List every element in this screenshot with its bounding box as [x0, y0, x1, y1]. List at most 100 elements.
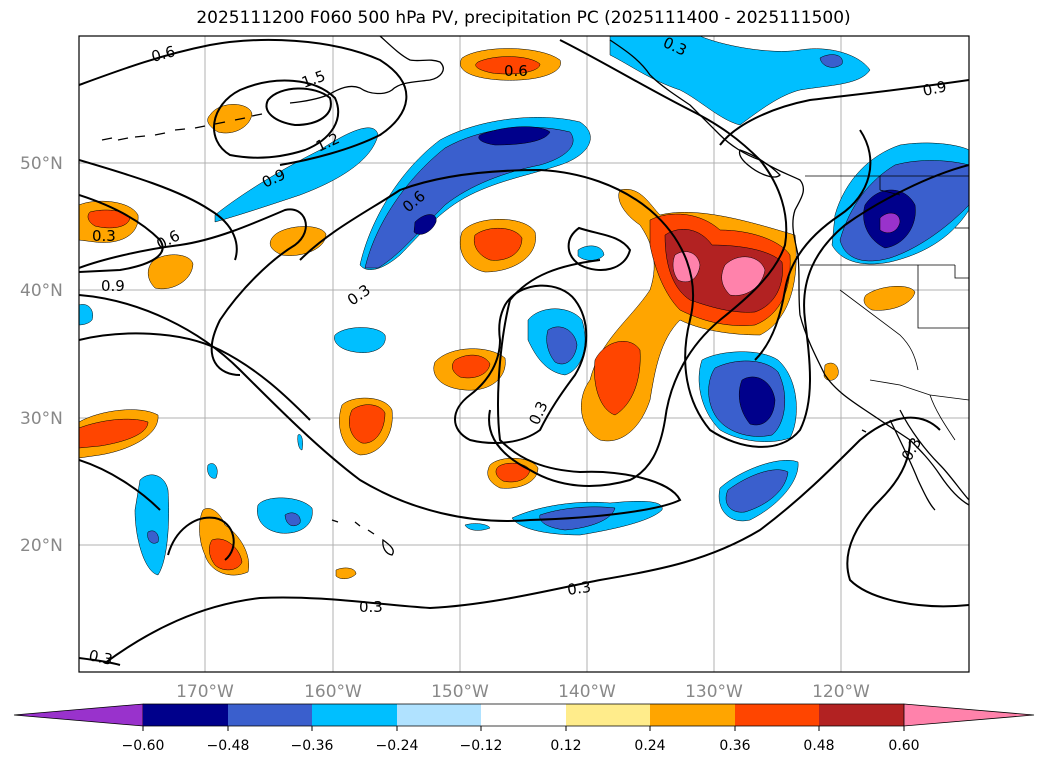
latitude-labels: 50°N 40°N 30°N 20°N: [20, 154, 63, 556]
state-border: [917, 265, 969, 329]
colorbar-tick-label: 0.48: [803, 738, 834, 754]
pv-contour-line: [265, 87, 332, 127]
midway-island: [861, 429, 867, 433]
precip-positive-area: [147, 254, 194, 290]
colorbar-segment: [650, 704, 735, 726]
latitude-label: 30°N: [20, 409, 63, 429]
precip-positive-area: [721, 256, 766, 296]
contour-label: 0.6: [153, 226, 183, 253]
colorbar-tick-label: 0.12: [550, 738, 581, 754]
contour-label: 0.3: [87, 646, 114, 669]
coastlines: [101, 36, 969, 556]
colorbar-tick-label: −0.48: [207, 738, 250, 754]
latitude-label: 50°N: [20, 154, 63, 174]
precip-negative-area: [725, 469, 789, 513]
precip-positive-area: [823, 362, 839, 381]
contour-label: 0.3: [898, 434, 926, 464]
map-panel: [79, 36, 969, 672]
precip-negative-area: [147, 530, 159, 544]
precip-positive-area: [475, 56, 541, 75]
longitude-label: 170°W: [176, 682, 234, 702]
precip-positive-area: [594, 341, 641, 416]
pv-contour-line: [719, 79, 969, 146]
precipitation-shading: [79, 36, 969, 579]
state-border: [800, 264, 969, 279]
pv-contour-line: [79, 657, 121, 666]
precip-negative-area: [609, 36, 871, 126]
contour-label: 0.3: [359, 598, 383, 616]
colorbar-tick-marks: [142, 726, 905, 731]
pv-contour-line: [846, 439, 969, 608]
pv-contour-line: [454, 284, 588, 444]
colorbar-tick-label: −0.60: [122, 738, 165, 754]
longitude-label: 150°W: [431, 682, 489, 702]
precip-negative-area: [134, 474, 169, 576]
colorbar-tick-label: 0.36: [719, 738, 750, 754]
pv-contour-line: [79, 194, 164, 273]
precip-negative-area: [207, 463, 218, 479]
colorbar-max-extension: [903, 703, 1035, 727]
colorbar-tick-label: −0.24: [376, 738, 419, 754]
pv-contour-line: [79, 259, 682, 522]
longitude-label: 120°W: [812, 682, 870, 702]
precip-positive-area: [349, 404, 386, 444]
colorbar-segment: [819, 704, 904, 726]
graticule: [79, 36, 969, 672]
precip-positive-area: [474, 228, 523, 261]
contour-label: 0.3: [344, 281, 374, 309]
baja-coast: [889, 419, 936, 511]
precip-negative-area: [546, 326, 578, 365]
pv-contour-line: [79, 159, 238, 261]
precip-positive-area: [79, 418, 149, 449]
pv-contour-line: [104, 416, 941, 664]
colorbar-outline: [143, 703, 904, 727]
contour-label: 0.3: [525, 398, 551, 427]
precip-negative-area: [334, 327, 386, 353]
colorbar-tick-label: −0.36: [291, 738, 334, 754]
latitude-label: 40°N: [20, 281, 63, 301]
precip-positive-area: [335, 567, 357, 579]
precip-negative-area: [464, 523, 491, 531]
longitude-label: 140°W: [558, 682, 616, 702]
political-boundaries: [800, 175, 969, 441]
aleutian-islands: [101, 113, 263, 141]
pv-contour-line: [79, 38, 408, 166]
mexico-state-border: [929, 394, 956, 441]
canada-coast: [609, 39, 969, 506]
precip-negative-area: [413, 214, 437, 235]
map-frame: [78, 35, 970, 673]
latitude-label: 20°N: [20, 536, 63, 556]
pv-contour-line: [754, 129, 872, 361]
precip-negative-area: [819, 54, 843, 68]
pv-contour-line: [488, 39, 788, 487]
colorbar-tick-label: −0.12: [460, 738, 503, 754]
colorbar-segment: [481, 704, 566, 726]
colorbar-tick-label: 0.24: [634, 738, 665, 754]
pv-contour-line: [79, 459, 161, 511]
precip-negative-area: [478, 126, 551, 146]
contour-label: 1.5: [299, 67, 328, 92]
longitude-label: 160°W: [304, 682, 362, 702]
contour-label: 0.9: [101, 277, 125, 295]
contour-label: 0.3: [566, 578, 592, 599]
us-mexico-border: [869, 379, 969, 401]
pv-contours: [79, 38, 969, 666]
colorbar-segment: [397, 704, 481, 726]
colorbar-tick-label: 0.60: [888, 738, 919, 754]
pv-contour-line: [567, 226, 632, 271]
precip-positive-area: [87, 209, 131, 229]
pv-contour-line: [79, 208, 307, 376]
colorbar-segment: [312, 704, 397, 726]
precip-positive-area: [495, 462, 531, 483]
colorbar-segment: [143, 704, 228, 726]
vancouver-island: [738, 149, 781, 178]
precip-negative-area: [879, 212, 901, 233]
gulf-of-california-coast: [899, 409, 969, 501]
colorbar-min-extension: [13, 703, 144, 727]
precip-positive-area: [863, 286, 916, 311]
precip-negative-area: [739, 376, 776, 426]
longitude-label: 130°W: [685, 682, 743, 702]
precip-negative-area: [284, 512, 301, 527]
colorbar-segment: [228, 704, 312, 726]
